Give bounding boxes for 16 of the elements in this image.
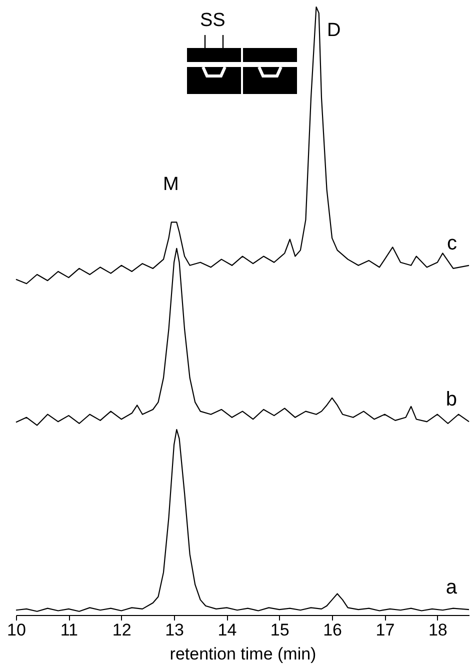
annotation: M <box>163 174 179 196</box>
series-label: a <box>446 576 458 599</box>
x-tick-label: 10 <box>7 620 26 640</box>
series-label: b <box>446 388 457 411</box>
x-tick-label: 15 <box>270 620 290 640</box>
x-tick-label: 14 <box>218 620 237 640</box>
x-tick-label: 12 <box>112 620 132 640</box>
x-tick-label: 16 <box>323 620 342 640</box>
x-axis-title: retention time (min) <box>170 644 316 664</box>
series-label: c <box>447 232 457 254</box>
annotation: D <box>327 20 341 42</box>
annotation: SS <box>200 10 226 32</box>
x-tick-label: 11 <box>60 620 78 640</box>
x-tick-label: 17 <box>376 620 395 640</box>
x-tick-label: 13 <box>165 620 184 640</box>
x-tick-label: 18 <box>428 620 448 640</box>
